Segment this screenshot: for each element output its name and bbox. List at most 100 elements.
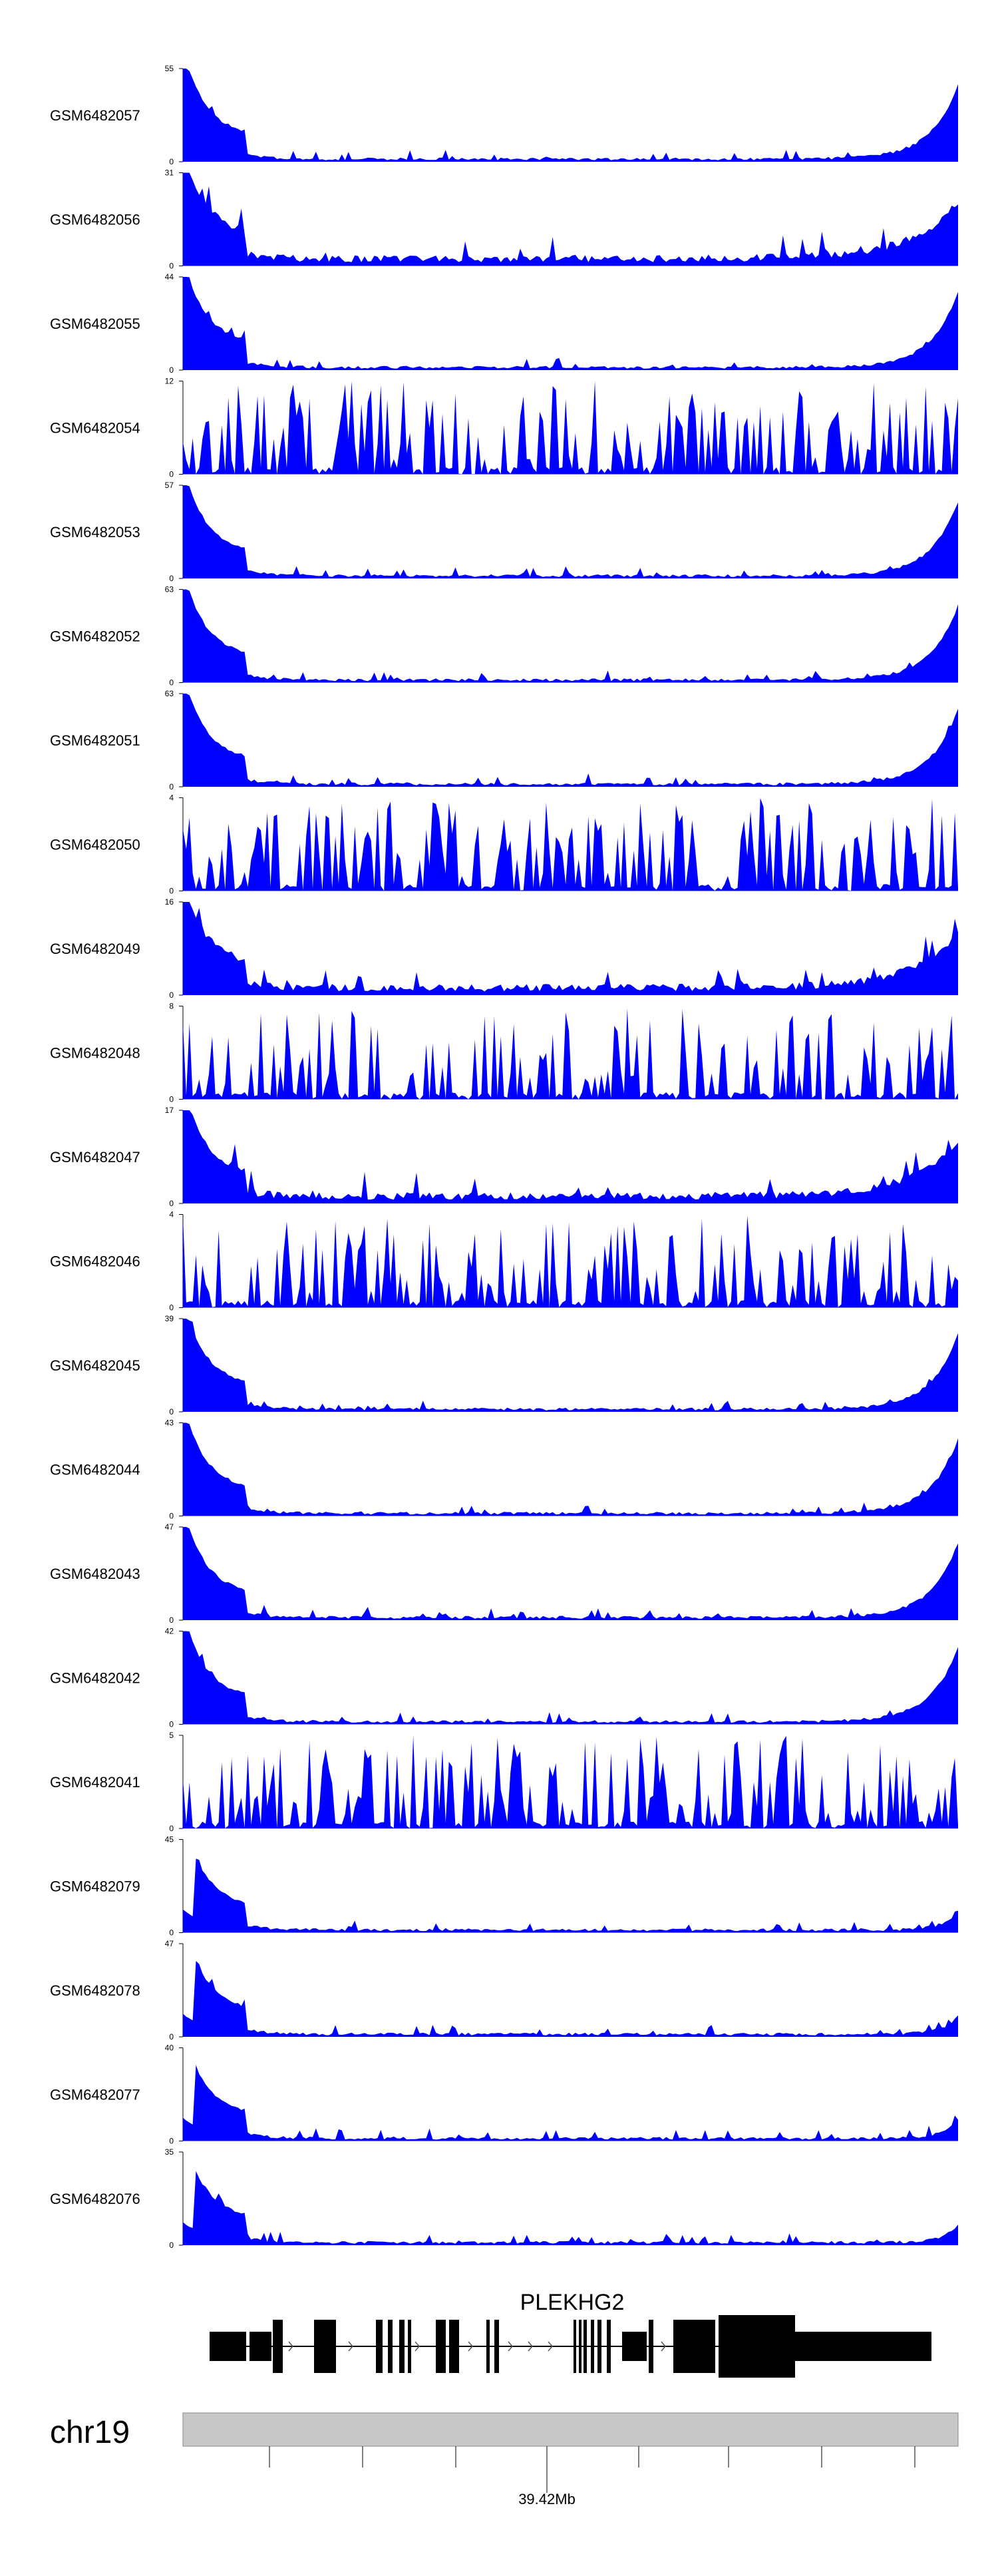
coverage-area	[183, 1110, 958, 1203]
ymin-label: 0	[169, 1928, 174, 1938]
ymax-label: 47	[165, 1522, 174, 1532]
ymax-label: 47	[165, 1939, 174, 1948]
ymin-label: 0	[169, 574, 174, 583]
track-GSM6482050: GSM6482050 4 0	[50, 793, 958, 896]
gene-exons	[210, 2315, 931, 2378]
coverage-area	[183, 381, 958, 475]
exon	[388, 2320, 393, 2373]
ymin-label: 0	[169, 2032, 174, 2041]
ymax-label: 5	[169, 1731, 174, 1740]
ymin-label: 0	[169, 2241, 174, 2250]
strand-arrow	[548, 2341, 553, 2352]
strand-arrows	[288, 2341, 666, 2352]
ymax-label: 4	[169, 1210, 174, 1219]
track-label: GSM6482079	[50, 1878, 140, 1895]
ymax-label: 63	[165, 585, 174, 594]
exon	[399, 2320, 405, 2373]
track-label: GSM6482057	[50, 107, 140, 124]
ymax-label: 63	[165, 689, 174, 698]
coverage-area	[183, 1735, 958, 1828]
chromosome-bar	[182, 2412, 959, 2447]
ymin-label: 0	[169, 2137, 174, 2146]
track-label: GSM6482077	[50, 2087, 140, 2103]
coverage-area	[183, 1631, 958, 1725]
exon	[273, 2320, 283, 2373]
exon	[579, 2320, 582, 2373]
track-label: GSM6482056	[50, 212, 140, 228]
ymin-label: 0	[169, 1407, 174, 1416]
ymin-label: 0	[169, 470, 174, 479]
track-GSM6482076: GSM6482076 35 0	[50, 2147, 958, 2250]
track-label: GSM6482049	[50, 941, 140, 957]
ymin-label: 0	[169, 1199, 174, 1208]
coverage-area	[183, 1527, 958, 1620]
ymax-label: 43	[165, 1418, 174, 1428]
exon	[486, 2320, 490, 2373]
coverage-area	[183, 2065, 958, 2141]
ymax-label: 31	[165, 168, 174, 178]
track-label: GSM6482044	[50, 1462, 140, 1478]
track-GSM6482053: GSM6482053 57 0	[50, 481, 958, 583]
ymin-label: 0	[169, 1720, 174, 1729]
exon	[574, 2320, 576, 2373]
exon	[376, 2320, 383, 2373]
track-label: GSM6482055	[50, 316, 140, 332]
exon	[210, 2332, 246, 2361]
coverage-area	[183, 1858, 958, 1933]
ymax-label: 8	[169, 1002, 174, 1011]
coverage-area	[183, 1422, 958, 1516]
track-GSM6482042: GSM6482042 42 0	[50, 1627, 958, 1729]
track-label: GSM6482054	[50, 420, 140, 437]
ymin-label: 0	[169, 157, 174, 166]
track-label: GSM6482052	[50, 628, 140, 645]
ymax-label: 4	[169, 793, 174, 803]
coverage-area	[183, 902, 958, 995]
track-label: GSM6482041	[50, 1774, 140, 1791]
track-GSM6482043: GSM6482043 47 0	[50, 1522, 958, 1625]
exon	[449, 2320, 459, 2373]
ymin-label: 0	[169, 678, 174, 688]
track-label: GSM6482078	[50, 1982, 140, 1999]
ymax-label: 12	[165, 377, 174, 386]
coverage-area	[183, 1008, 958, 1100]
ymax-label: 39	[165, 1314, 174, 1323]
exon	[622, 2332, 647, 2361]
ymax-label: 16	[165, 897, 174, 907]
ymin-label: 0	[169, 365, 174, 375]
strand-arrow	[661, 2341, 666, 2352]
track-label: GSM6482043	[50, 1566, 140, 1582]
exon	[494, 2320, 499, 2373]
exon	[314, 2320, 336, 2373]
track-GSM6482047: GSM6482047 17 0	[50, 1106, 958, 1208]
track-label: GSM6482045	[50, 1357, 140, 1374]
track-GSM6482051: GSM6482051 63 0	[50, 689, 958, 791]
track-label: GSM6482042	[50, 1670, 140, 1687]
ymax-label: 42	[165, 1627, 174, 1636]
track-label: GSM6482047	[50, 1149, 140, 1166]
ymax-label: 44	[165, 272, 174, 282]
ymin-label: 0	[169, 887, 174, 896]
track-label: GSM6482048	[50, 1045, 140, 1062]
chromosome-axis: chr19 39.42Mb	[50, 2412, 959, 2507]
coverage-area	[183, 1960, 958, 2037]
track-GSM6482049: GSM6482049 16 0	[50, 897, 958, 1000]
track-GSM6482055: GSM6482055 44 0	[50, 272, 958, 375]
ymin-label: 0	[169, 782, 174, 791]
track-GSM6482077: GSM6482077 40 0	[50, 2043, 958, 2146]
coverage-area	[183, 277, 958, 370]
track-GSM6482046: GSM6482046 4 0	[50, 1210, 958, 1313]
ymax-label: 40	[165, 2043, 174, 2053]
track-GSM6482054: GSM6482054 12 0	[50, 377, 958, 479]
track-label: GSM6482053	[50, 524, 140, 540]
ymax-label: 55	[165, 64, 174, 73]
exon	[607, 2320, 611, 2373]
track-GSM6482048: GSM6482048 8 0	[50, 1002, 958, 1104]
coverage-area	[183, 2171, 958, 2245]
track-GSM6482045: GSM6482045 39 0	[50, 1314, 958, 1416]
coverage-area	[183, 1319, 958, 1412]
track-GSM6482078: GSM6482078 47 0	[50, 1939, 958, 2041]
ymax-label: 17	[165, 1106, 174, 1115]
exon	[583, 2320, 587, 2373]
coverage-area	[183, 797, 958, 891]
